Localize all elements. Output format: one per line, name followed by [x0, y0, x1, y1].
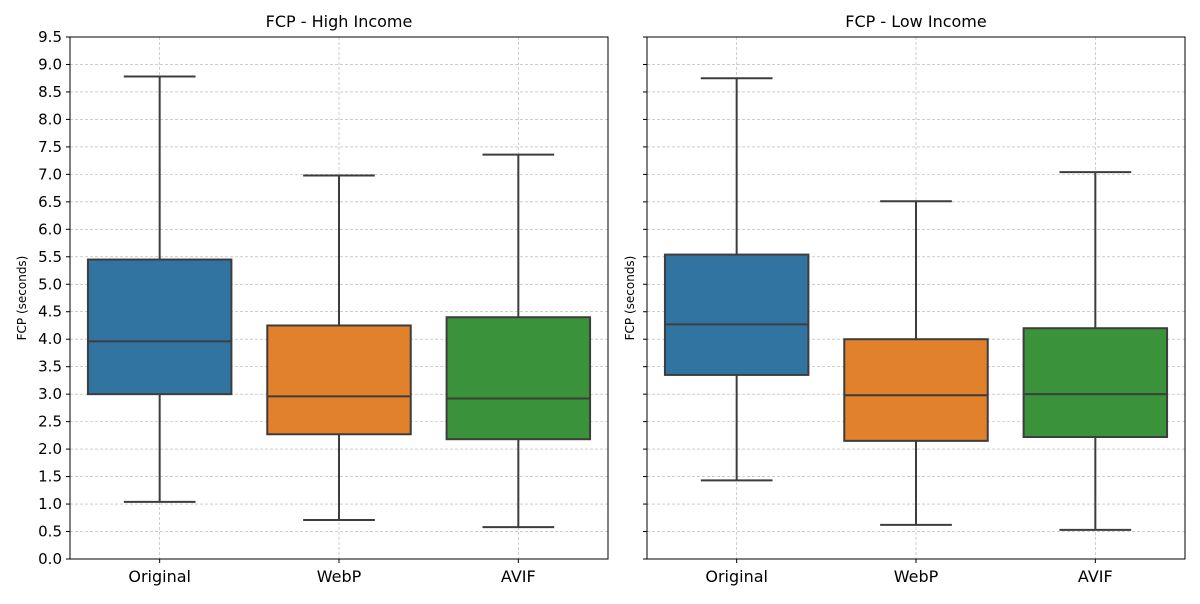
- y-tick-label: 0.5: [38, 523, 62, 541]
- x-tick-label: WebP: [894, 567, 939, 586]
- y-tick-label: 9.5: [38, 28, 62, 46]
- chart-panel-1: 0.0 0.5 1.0 1.5 2.0 2.5 3.0 3.5 4.0 4.5 5.0 5.5 6.0 6…: [15, 12, 609, 586]
- y-tick-label: 4.0: [38, 330, 62, 348]
- y-tick-label: 1.5: [38, 468, 62, 486]
- chart-title: FCP - Low Income: [845, 12, 986, 31]
- x-tick-label: AVIF: [1078, 567, 1113, 586]
- x-tick-label: WebP: [317, 567, 362, 586]
- box-avif: [445, 153, 592, 529]
- y-tick-label: 0.0: [38, 550, 62, 568]
- box-webp: [266, 174, 412, 521]
- y-tick-label: 6.5: [38, 193, 62, 211]
- y-tick-label: 6.0: [38, 220, 62, 238]
- box-iqr: [86, 258, 233, 396]
- y-tick-label: 7.5: [38, 138, 62, 156]
- x-tick-label: Original: [128, 567, 191, 586]
- box-original: [86, 75, 233, 503]
- y-tick-label: 3.5: [38, 358, 62, 376]
- y-tick-label: 2.5: [38, 413, 62, 431]
- y-tick-label: 2.0: [38, 440, 62, 458]
- chart-panel-2: Original WebP AVIF FCP - Low Income FCP (sec…: [623, 12, 1186, 586]
- y-tick-label: 8.0: [38, 110, 62, 128]
- y-tick-label: 1.0: [38, 495, 62, 513]
- box-iqr: [1022, 327, 1169, 439]
- y-tick-label: 8.5: [38, 83, 62, 101]
- y-tick-label: 4.5: [38, 303, 62, 321]
- y-tick-label: 5.5: [38, 248, 62, 266]
- box-iqr: [266, 324, 412, 436]
- y-tick-label: 9.0: [38, 55, 62, 73]
- chart-title: FCP - High Income: [266, 12, 413, 31]
- box-iqr: [445, 316, 592, 441]
- box-iqr: [843, 338, 989, 442]
- y-tick-label: 7.0: [38, 165, 62, 183]
- y-tick-label: 3.0: [38, 385, 62, 403]
- x-tick-label: AVIF: [501, 567, 536, 586]
- x-tick-label: Original: [705, 567, 768, 586]
- box-webp: [843, 200, 989, 526]
- y-axis-label: FCP (seconds): [623, 256, 637, 341]
- box-avif: [1022, 171, 1169, 531]
- box-iqr: [663, 253, 810, 376]
- y-tick-label: 5.0: [38, 275, 62, 293]
- y-axis-label: FCP (seconds): [15, 256, 29, 341]
- box-original: [663, 77, 810, 482]
